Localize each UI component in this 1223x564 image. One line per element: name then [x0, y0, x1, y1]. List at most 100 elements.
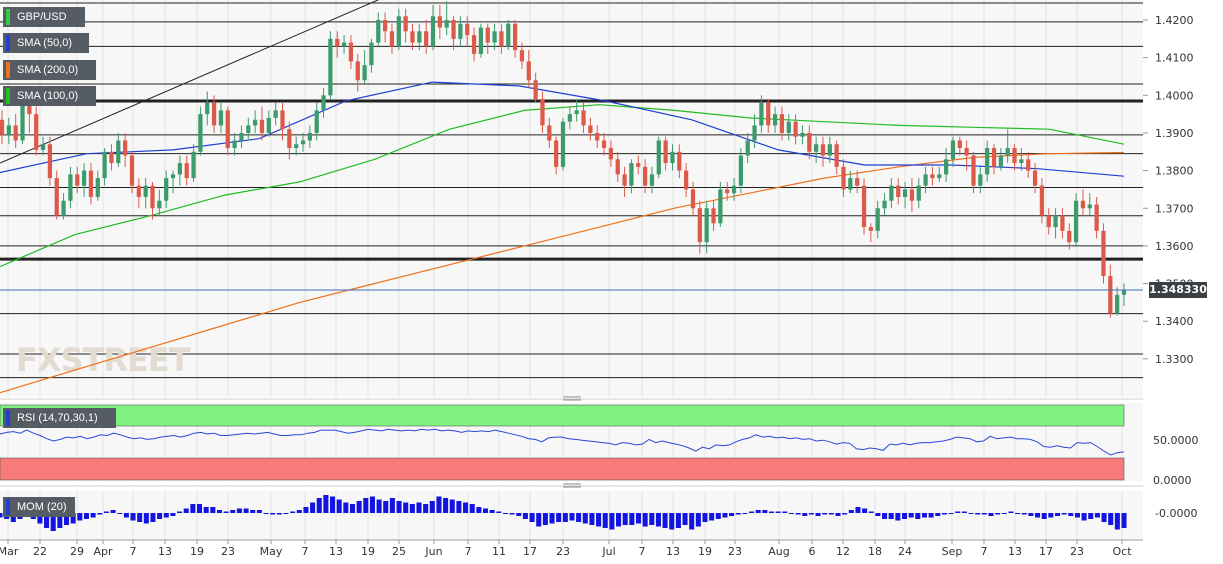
candle-body: [649, 174, 655, 186]
candle: [930, 166, 935, 186]
candle: [567, 106, 572, 130]
candle: [1026, 151, 1031, 179]
candle: [1005, 129, 1010, 164]
candle: [369, 38, 374, 73]
candle-body: [985, 148, 990, 175]
candle-body: [711, 208, 716, 224]
momentum-bar: [1061, 513, 1067, 515]
momentum-bar: [1001, 513, 1007, 514]
momentum-bar: [389, 498, 395, 513]
candle: [109, 144, 114, 171]
candle-body: [321, 95, 326, 111]
candle: [985, 140, 990, 182]
candle: [355, 53, 360, 92]
candle-body: [109, 151, 114, 164]
candle-body: [1115, 294, 1120, 314]
candle: [34, 106, 39, 156]
momentum-bar: [981, 513, 987, 515]
candle-body: [1121, 289, 1127, 295]
candle: [601, 132, 607, 156]
x-tick-label: Jul: [601, 545, 615, 558]
candle: [718, 181, 723, 228]
candle-body: [225, 110, 230, 149]
x-tick-label: 29: [70, 545, 84, 558]
candle-body: [1039, 185, 1045, 216]
momentum-bar: [70, 513, 76, 524]
resize-handle-icon[interactable]: [563, 483, 581, 488]
candle-body: [300, 140, 306, 145]
momentum-bar: [995, 513, 1001, 515]
candle-body: [786, 121, 791, 133]
momentum-bar: [376, 499, 382, 513]
momentum-bar: [316, 498, 322, 513]
instrument-label-text: GBP/USD: [17, 11, 67, 23]
candle-body: [143, 185, 148, 197]
candle-body: [581, 110, 586, 126]
candle: [485, 23, 490, 54]
x-tick-label: 23: [728, 545, 742, 558]
candle: [677, 144, 682, 179]
momentum-bar: [123, 513, 129, 518]
momentum-bar: [489, 510, 495, 513]
momentum-bar: [270, 513, 276, 515]
candle: [430, 4, 436, 51]
momentum-bar: [177, 511, 183, 513]
candle: [622, 166, 627, 197]
candle-body: [834, 144, 839, 167]
candle-body: [253, 119, 258, 126]
momentum-bar: [103, 511, 109, 513]
candle-body: [554, 140, 559, 167]
x-tick-label: 25: [392, 545, 406, 558]
momentum-bar: [1081, 513, 1087, 521]
candle-body: [1060, 215, 1065, 231]
momentum-histogram: [0, 495, 1127, 531]
candle-body: [779, 114, 785, 133]
x-tick-label: 7: [130, 545, 137, 558]
sma200-legend[interactable]: SMA (200,0): [3, 60, 96, 80]
candle-body: [75, 174, 80, 186]
candle-body: [478, 27, 484, 54]
momentum-bar: [635, 513, 642, 524]
instrument-label[interactable]: GBP/USD: [3, 7, 85, 27]
momentum-bar: [496, 511, 502, 513]
candle: [61, 193, 66, 220]
resize-handle-icon[interactable]: [563, 396, 581, 401]
momentum-bar: [662, 513, 668, 528]
candle-body: [718, 189, 723, 224]
candle-body: [355, 61, 360, 81]
candle: [745, 132, 750, 164]
momentum-bar: [456, 501, 462, 513]
momentum-bar: [256, 510, 262, 513]
momentum-bar: [775, 511, 781, 513]
candle: [807, 125, 812, 160]
watermark: FXSTREET: [16, 341, 191, 379]
candle-body: [205, 102, 210, 115]
candle-body: [81, 170, 87, 186]
candle-body: [725, 189, 730, 194]
candle-body: [841, 166, 846, 190]
momentum-bar: [935, 513, 941, 516]
candle-body: [218, 110, 224, 126]
sma50-legend[interactable]: SMA (50,0): [3, 33, 89, 53]
candle: [102, 148, 107, 186]
momentum-bar: [349, 504, 356, 513]
candle: [964, 140, 969, 171]
candle: [533, 72, 538, 103]
candle: [772, 106, 778, 133]
candle: [68, 166, 73, 209]
candle: [540, 91, 545, 133]
momentum-bar: [702, 513, 708, 522]
momentum-bar: [63, 513, 70, 525]
sma100-legend[interactable]: SMA (100,0): [3, 86, 96, 106]
rsi-legend[interactable]: RSI (14,70,30,1): [3, 408, 116, 428]
mom-legend[interactable]: MOM (20): [3, 497, 75, 517]
candle-body: [567, 114, 572, 122]
momentum-bar: [722, 513, 728, 518]
candle-body: [704, 208, 709, 243]
candle: [512, 20, 518, 58]
candle-body: [991, 148, 997, 167]
candle: [129, 151, 135, 194]
momentum-bar: [1015, 513, 1021, 514]
candle: [81, 163, 87, 197]
